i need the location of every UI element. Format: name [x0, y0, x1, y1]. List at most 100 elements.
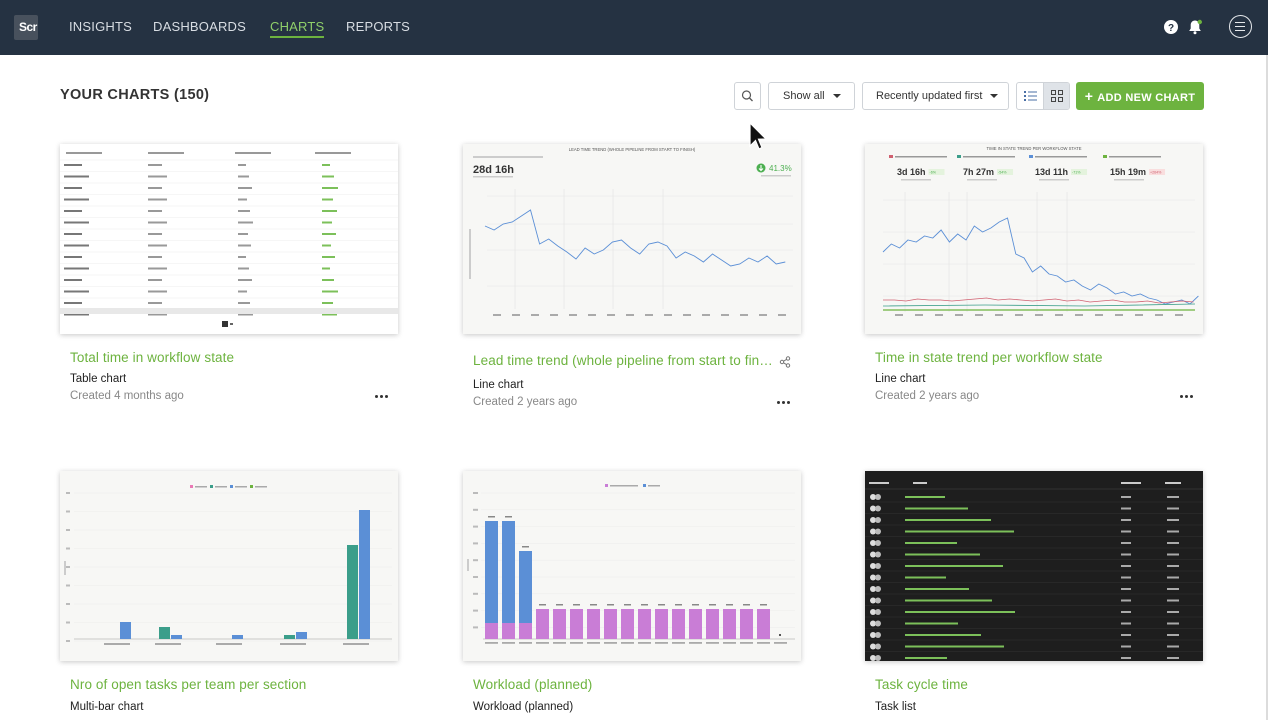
legend-label — [235, 486, 247, 488]
top-navigation-bar: Scr INSIGHTS DASHBOARDS CHARTS REPORTS ? — [0, 0, 1268, 55]
add-new-chart-button[interactable]: + ADD NEW CHART — [1076, 82, 1204, 110]
mouse-cursor-icon — [749, 122, 768, 150]
kpi-delta-badge — [928, 169, 945, 175]
main-menu-icon[interactable] — [1229, 15, 1252, 38]
list-view-button[interactable] — [1017, 83, 1043, 109]
axis-tick-label — [759, 314, 767, 316]
grid-view-button[interactable] — [1043, 83, 1069, 109]
table-cell-mark — [64, 221, 89, 224]
table-header-mark — [148, 152, 184, 154]
task-name-mark — [905, 599, 992, 602]
axis-tick-label — [1115, 314, 1123, 316]
axis-tick-label — [343, 643, 369, 645]
axis-tick-label — [485, 642, 498, 644]
table-cell-mark — [238, 198, 247, 201]
data-label — [692, 604, 699, 606]
axis-tick-label — [626, 314, 634, 316]
bar — [296, 632, 307, 639]
legend-label — [195, 486, 207, 488]
avatar — [870, 609, 876, 615]
preview-mark — [60, 144, 398, 334]
table-cell-mark — [322, 210, 337, 212]
axis-tick-label — [569, 314, 577, 316]
avatar — [875, 620, 881, 627]
card-title[interactable]: Task cycle time — [875, 677, 969, 692]
card-chart-type: Task list — [875, 701, 916, 713]
legend-label — [1035, 156, 1087, 158]
legend-swatch — [889, 155, 893, 158]
more-options-icon[interactable] — [777, 401, 791, 405]
table-cell-mark — [64, 233, 82, 235]
avatar — [870, 528, 876, 535]
kpi-value: 3d 16h — [897, 167, 926, 177]
notifications-bell-icon[interactable] — [1187, 19, 1203, 35]
bar — [485, 623, 498, 639]
more-options-icon[interactable] — [1180, 395, 1194, 399]
task-time-mark — [1167, 576, 1179, 579]
axis-tick-label — [1035, 314, 1043, 316]
nav-charts[interactable]: CHARTS — [270, 0, 325, 55]
data-label — [779, 634, 781, 636]
nav-reports[interactable]: REPORTS — [346, 19, 411, 34]
chart-thumbnail-total-time[interactable] — [60, 144, 398, 334]
app-logo[interactable]: Scr — [14, 15, 38, 40]
thumb-title: LEAD TIME TREND (WHOLE PIPELINE FROM STA… — [569, 147, 696, 152]
axis-tick-label — [778, 314, 786, 316]
task-name-mark — [905, 634, 981, 636]
card-title[interactable]: Lead time trend (whole pipeline from sta… — [473, 353, 773, 368]
chart-thumbnail-task-cycle[interactable] — [865, 471, 1203, 661]
task-time-mark — [1167, 553, 1179, 556]
axis-tick-label — [645, 314, 653, 316]
task-name-mark — [905, 542, 957, 544]
table-cell-mark — [64, 290, 89, 293]
more-options-icon[interactable] — [375, 395, 389, 399]
axis-tick-label — [1055, 314, 1063, 316]
axis-tick-label — [588, 314, 596, 316]
card-title[interactable]: Workload (planned) — [473, 677, 593, 692]
grid-view-icon — [1051, 90, 1063, 102]
chart-thumbnail-lead-time[interactable]: LEAD TIME TREND (WHOLE PIPELINE FROM STA… — [463, 144, 801, 334]
task-name-mark — [905, 565, 1003, 567]
avatar — [875, 505, 881, 512]
nav-dashboards[interactable]: DASHBOARDS — [153, 19, 247, 34]
task-time-mark — [1167, 657, 1179, 659]
table-cell-mark — [64, 164, 82, 166]
table-cell-mark — [322, 164, 330, 166]
table-cell-mark — [322, 290, 338, 293]
bar — [655, 609, 668, 639]
card-title[interactable]: Nro of open tasks per team per section — [70, 677, 307, 692]
data-label — [522, 546, 529, 548]
table-cell-mark — [64, 175, 89, 178]
kpi-value: 15h 19m — [1110, 167, 1146, 177]
legend-label — [648, 485, 660, 487]
bar — [604, 609, 617, 639]
pagination-mark — [222, 321, 228, 327]
task-time-mark — [1167, 588, 1179, 590]
card-title[interactable]: Time in state trend per workflow state — [875, 350, 1103, 365]
help-icon[interactable]: ? — [1163, 19, 1179, 35]
shared-icon[interactable] — [779, 356, 791, 368]
axis-tick-label — [280, 643, 306, 645]
search-button[interactable] — [734, 82, 761, 110]
data-label — [760, 604, 767, 606]
card-title[interactable]: Total time in workflow state — [70, 350, 235, 365]
sort-dropdown[interactable]: Recently updated first — [862, 82, 1009, 110]
axis-tick-label — [683, 314, 691, 316]
kpi-caption — [901, 179, 931, 181]
axis-tick-label — [519, 642, 532, 644]
nav-insights[interactable]: INSIGHTS — [69, 19, 132, 34]
chart-thumbnail-open-tasks[interactable] — [60, 471, 398, 661]
filter-dropdown[interactable]: Show all — [768, 82, 855, 110]
avatar — [870, 563, 876, 569]
bar — [232, 635, 243, 639]
chart-thumbnail-workload[interactable] — [463, 471, 801, 661]
sort-dropdown-label: Recently updated first — [876, 90, 983, 102]
view-toggle — [1016, 82, 1070, 110]
kpi-value: 7h 27m — [963, 167, 994, 177]
avatar — [870, 632, 876, 638]
axis-tick-label — [702, 314, 710, 316]
bar — [757, 609, 770, 639]
table-cell-mark — [148, 233, 162, 235]
table-header-mark — [235, 152, 271, 154]
chart-thumbnail-time-in-state[interactable]: TIME IN STATE TREND PER WORKFLOW STATE 3… — [865, 144, 1203, 334]
